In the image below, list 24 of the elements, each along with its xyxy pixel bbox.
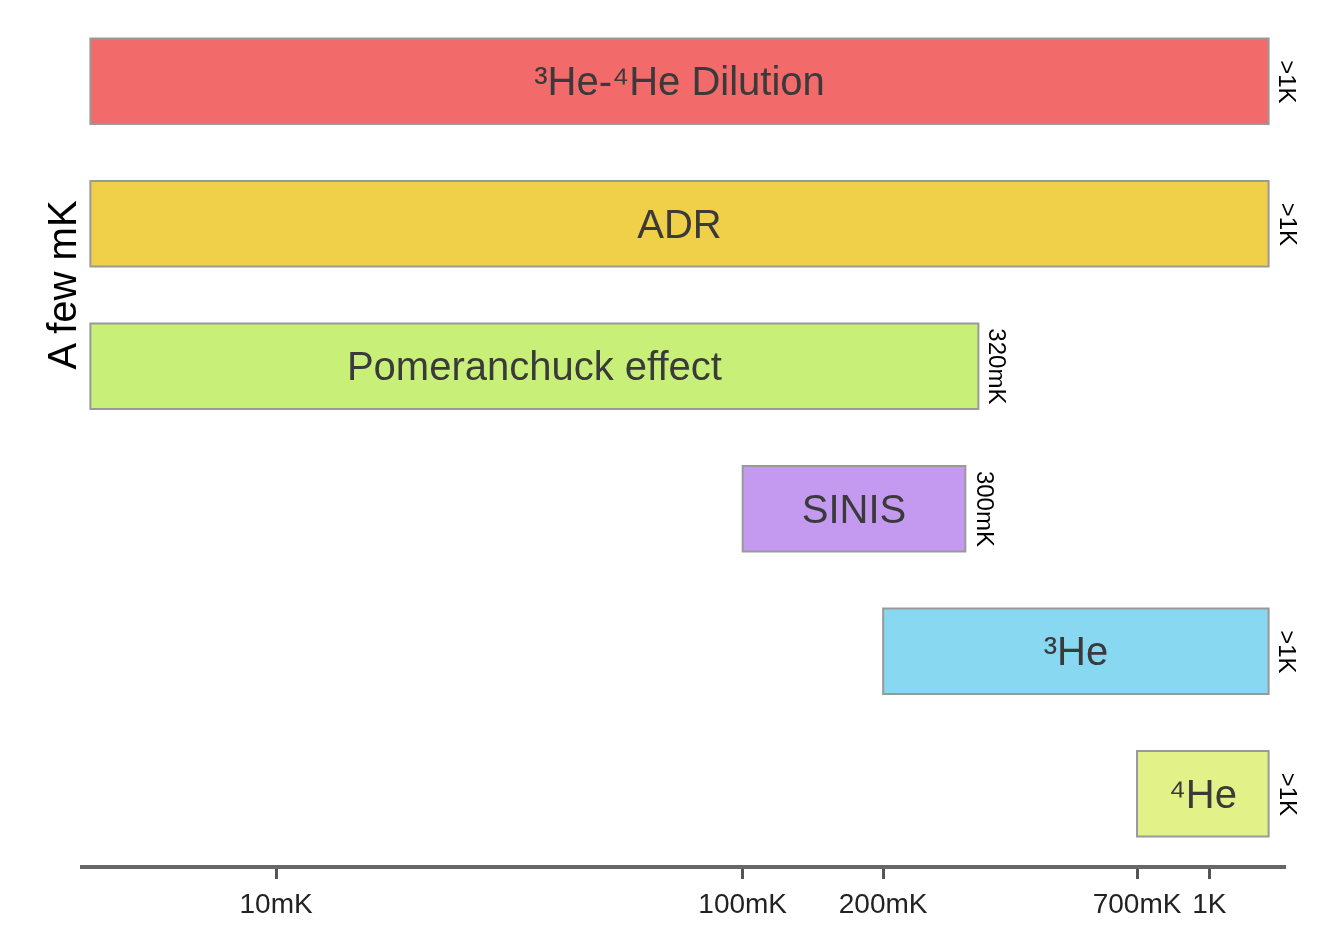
y-tick-label: ⁴He <box>1168 771 1237 816</box>
annotation: A few mK <box>40 200 85 370</box>
x-tick-label: 200mK <box>838 887 928 919</box>
bar <box>89 37 1270 125</box>
annotation: >1K <box>1274 630 1302 674</box>
y-tick-label: ³He <box>1043 629 1109 674</box>
y-tick-label: ADR <box>637 201 722 246</box>
annotation: >1K <box>1274 772 1302 817</box>
bar <box>882 607 1270 695</box>
bar <box>1136 750 1270 838</box>
y-tick-label: SINIS <box>801 486 907 531</box>
x-tick-label: 10mK <box>239 887 313 919</box>
bar <box>89 322 980 410</box>
annotation: >1K <box>1274 60 1302 104</box>
annotation: 300mK <box>971 470 999 547</box>
bar <box>89 180 1270 268</box>
x-tick-label: 100mK <box>698 887 788 919</box>
x-tick-label: 700mK <box>1092 887 1182 919</box>
bar <box>741 465 967 553</box>
y-tick-label: Pomeranchuck effect <box>346 344 722 389</box>
annotation: >1K <box>1274 202 1302 247</box>
annotation: 320mK <box>984 328 1012 405</box>
x-tick-label: 1K <box>1192 887 1227 919</box>
y-tick-label: ³He-⁴He Dilution <box>534 59 825 104</box>
